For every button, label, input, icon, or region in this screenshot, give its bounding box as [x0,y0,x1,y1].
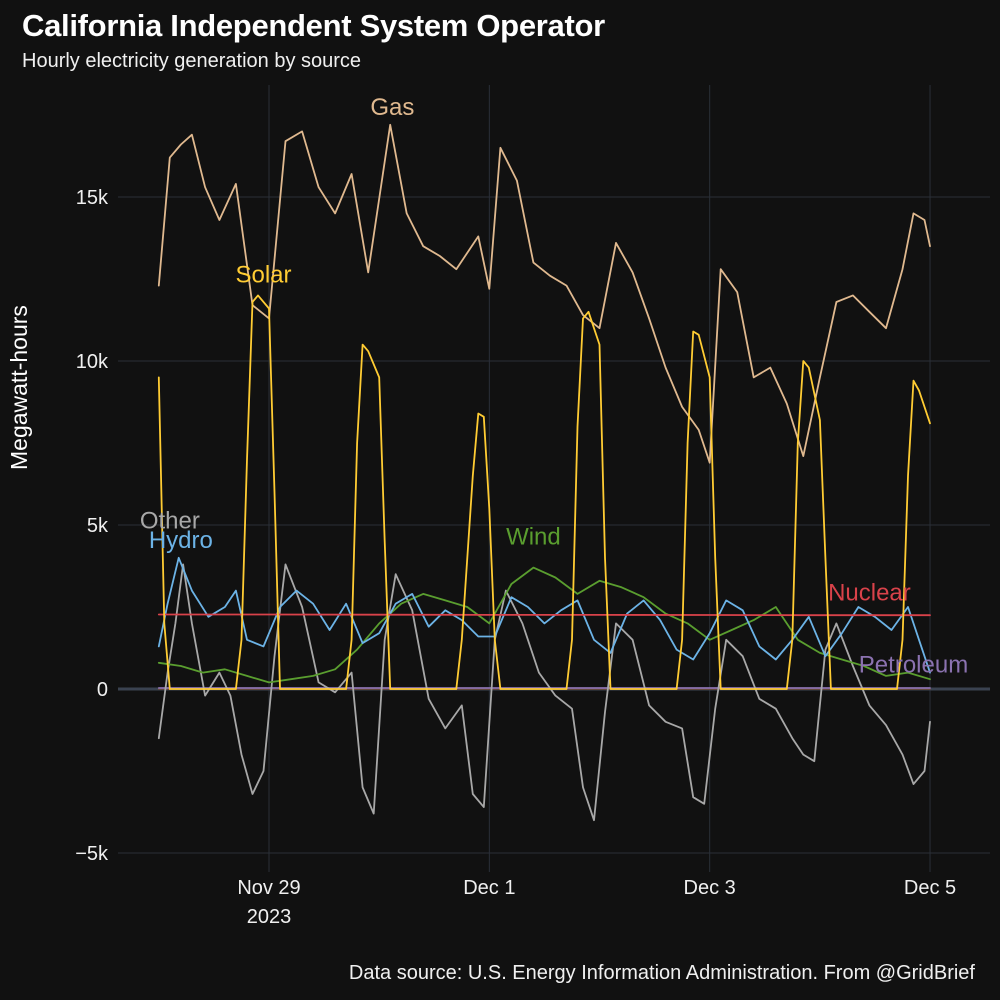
axis-ticks: −5k 0 5k 10k 15k Nov 29 2023 Dec 1 Dec 3 Dec 5 [75,187,956,928]
series-label-other: Other [140,507,200,534]
x-tick-label: Dec 1 [463,877,515,899]
y-tick-label: 10k [76,351,109,373]
series-label-gas: Gas [370,94,414,121]
series-label-nuclear: Nuclear [828,579,911,606]
series-line-nuclear [157,613,931,617]
series-lines [157,123,931,822]
series-line-solar [157,294,931,690]
x-tick-label: Nov 29 [237,877,300,899]
series-label-hydro: Hydro [149,527,213,554]
series-line-other [157,563,931,822]
series-line-gas [157,123,931,464]
series-label-wind: Wind [506,524,561,551]
y-tick-label: −5k [75,843,109,865]
y-tick-label: 15k [76,187,109,209]
x-tick-label: Dec 3 [684,877,736,899]
grid-lines [118,85,990,872]
x-tick-sublabel: 2023 [247,906,292,928]
series-label-petroleum: Petroleum [859,652,968,679]
y-tick-label: 0 [97,679,108,701]
series-label-solar: Solar [235,261,291,288]
y-tick-label: 5k [87,515,109,537]
x-tick-label: Dec 5 [904,877,956,899]
series-line-wind [157,566,931,684]
data-source-note: Data source: U.S. Energy Information Adm… [348,962,975,984]
chart-title: California Independent System Operator [22,8,605,43]
series-labels: Gas Solar Hydro Wind Other Nuclear Petroleum [140,94,968,679]
chart-subtitle: Hourly electricity generation by source [22,50,362,72]
